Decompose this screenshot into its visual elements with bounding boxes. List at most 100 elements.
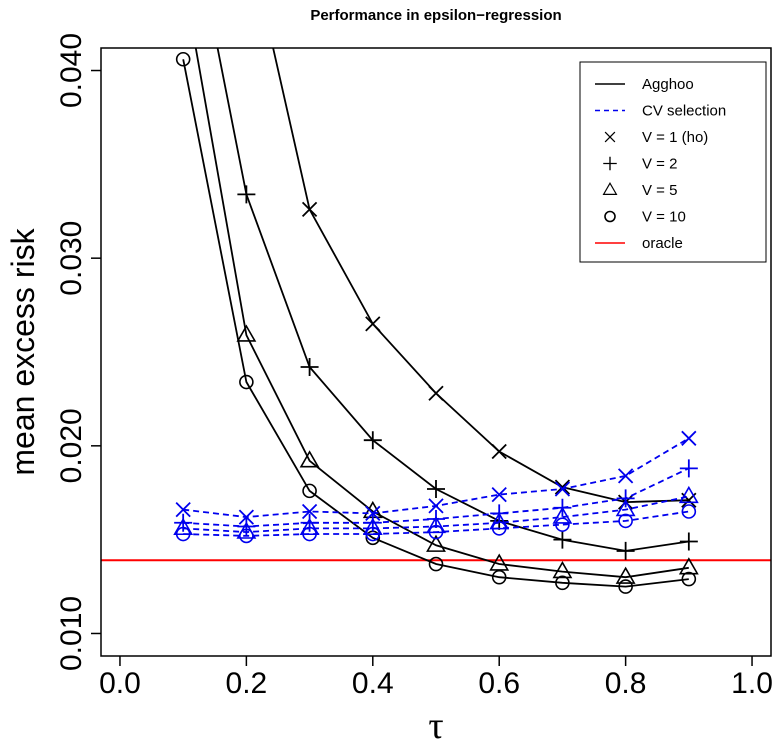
cv-point-v-5: [362, 517, 383, 536]
agghoo-point-v-5: [426, 534, 446, 552]
agghoo-point-v-1-ho: [554, 479, 571, 495]
cv-point-v-5: [615, 499, 636, 517]
x-tick-label: 0.6: [478, 667, 520, 700]
cv-point-v-1-ho: [491, 486, 507, 503]
cv-line-v-10: [183, 510, 689, 537]
cv-point-v-10: [618, 513, 633, 529]
cv-point-v-1-ho: [365, 505, 381, 522]
cv-point-v-2: [300, 513, 319, 532]
agghoo-point-v-1-ho: [301, 201, 318, 218]
agghoo-point-v-2: [300, 358, 319, 377]
agghoo-line-v-5: [194, 48, 689, 579]
legend-item: oracle: [595, 235, 683, 252]
agghoo-point-v-10: [428, 556, 444, 572]
cv-point-v-2: [174, 513, 193, 532]
cv-point-v-1-ho: [617, 468, 634, 484]
agghoo-point-v-5: [615, 566, 636, 584]
cv-point-v-5: [173, 517, 194, 536]
legend-item: Agghoo: [595, 76, 694, 93]
cv-point-v-5: [299, 517, 320, 536]
agghoo-point-v-2: [363, 431, 382, 450]
agghoo-point-v-2: [237, 185, 256, 204]
legend-marker-x: [604, 131, 616, 143]
legend-label: CV selection: [642, 103, 726, 120]
x-tick-label: 0.8: [605, 667, 647, 700]
legend-item: CV selection: [595, 103, 726, 120]
agghoo-series-v-2: [216, 48, 698, 560]
y-tick-label: 0.020: [55, 408, 88, 483]
agghoo-point-v-1-ho: [491, 443, 507, 460]
agghoo-point-v-10: [681, 571, 697, 587]
cv-point-v-2: [679, 459, 698, 478]
agghoo-point-v-2: [616, 541, 635, 560]
legend-label: V = 5: [642, 182, 677, 199]
cv-point-v-2: [616, 489, 635, 508]
agghoo-point-v-10: [239, 374, 254, 390]
cv-point-v-10: [681, 504, 697, 519]
cv-point-v-10: [175, 526, 191, 542]
legend-label: V = 1 (ho): [642, 129, 708, 146]
agghoo-line-v-10: [182, 59, 689, 588]
y-tick-label: 0.010: [55, 596, 88, 671]
legend-label: oracle: [642, 235, 683, 252]
plot-area: [101, 48, 771, 594]
legend-item: V = 5: [602, 182, 677, 199]
cv-series-v-1-ho: [175, 430, 697, 525]
agghoo-point-v-10: [618, 579, 633, 594]
agghoo-point-v-10: [555, 575, 570, 591]
agghoo-point-v-5: [552, 560, 573, 579]
cv-point-v-10: [365, 526, 381, 542]
cv-point-v-2: [363, 513, 382, 532]
legend-item: V = 2: [603, 156, 677, 173]
cv-point-v-10: [428, 524, 444, 540]
cv-line-v-5: [183, 495, 689, 534]
legend-item: V = 1 (ho): [604, 129, 708, 146]
agghoo-point-v-2: [679, 532, 698, 551]
x-axis: 0.0 0.2 0.4 0.6 0.8 1.0: [99, 655, 772, 700]
cv-point-v-1-ho: [301, 503, 318, 520]
y-tick-label: 0.040: [55, 33, 88, 108]
agghoo-point-v-5: [236, 324, 257, 342]
legend-marker-triangle: [602, 182, 618, 195]
x-tick-label: 1.0: [731, 667, 772, 700]
agghoo-point-v-5: [299, 450, 320, 468]
cv-point-v-10: [302, 526, 317, 542]
legend-marker-circle: [604, 210, 616, 223]
cv-point-v-1-ho: [175, 501, 191, 518]
cv-point-v-1-ho: [238, 509, 255, 525]
legend-box: [579, 61, 767, 263]
legend-marker-plus: [603, 156, 617, 171]
agghoo-point-v-10: [302, 483, 317, 499]
legend-item: V = 10: [604, 209, 686, 226]
y-axis-label: mean excess risk: [5, 227, 41, 475]
x-tick-label: 0.0: [99, 667, 141, 700]
legend: Agghoo CV selection V = 1 (ho) V = 2 V = 5 V …: [579, 61, 767, 263]
cv-point-v-1-ho: [554, 481, 571, 497]
cv-point-v-5: [678, 485, 699, 504]
cv-point-v-10: [491, 521, 507, 536]
cv-point-v-10: [555, 517, 570, 532]
agghoo-point-v-10: [491, 569, 507, 585]
y-axis: 0.010 0.020 0.030 0.040: [55, 33, 101, 671]
legend-label: Agghoo: [642, 76, 694, 93]
cv-point-v-1-ho: [428, 498, 444, 514]
cv-point-v-10: [239, 528, 254, 544]
x-tick-label: 0.2: [226, 667, 268, 700]
agghoo-point-v-1-ho: [428, 385, 444, 401]
agghoo-point-v-10: [175, 51, 191, 67]
agghoo-point-v-5: [678, 557, 699, 575]
cv-point-v-5: [552, 506, 573, 524]
legend-label: V = 2: [642, 156, 677, 173]
legend-label: V = 10: [642, 209, 686, 226]
agghoo-point-v-2: [553, 530, 572, 549]
cv-point-v-1-ho: [681, 430, 697, 446]
agghoo-point-v-2: [427, 479, 445, 498]
x-axis-label: τ: [428, 705, 443, 745]
y-tick-label: 0.030: [55, 221, 88, 296]
cv-point-v-5: [489, 512, 510, 530]
x-tick-label: 0.4: [352, 667, 394, 700]
cv-series-v-10: [175, 504, 697, 544]
agghoo-point-v-1-ho: [365, 316, 381, 332]
chart-title: Performance in epsilon−regression: [310, 7, 561, 24]
